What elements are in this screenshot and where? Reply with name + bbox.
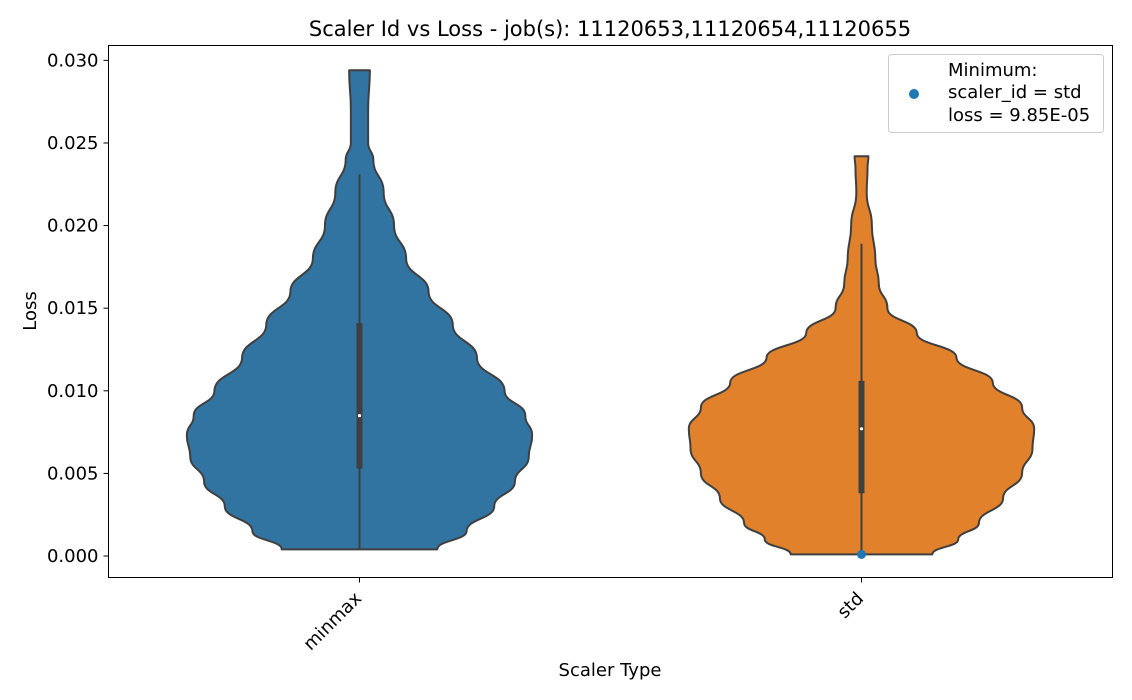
median-dot-std bbox=[859, 427, 864, 431]
iqr-box-minmax bbox=[356, 323, 363, 469]
plot-frame bbox=[108, 45, 1113, 578]
y-tick-label: 0.005 bbox=[47, 463, 99, 484]
y-tick-label: 0.025 bbox=[47, 133, 99, 154]
x-tick-label: minmax bbox=[299, 588, 366, 655]
chart-title: Scaler Id vs Loss - job(s): 11120653,111… bbox=[309, 17, 911, 41]
legend-marker bbox=[909, 89, 919, 99]
legend-line-loss: loss = 9.85E-05 bbox=[948, 105, 1090, 126]
y-tick-label: 0.015 bbox=[47, 298, 99, 319]
legend-heading: Minimum: bbox=[948, 60, 1037, 81]
x-axis: minmax std bbox=[299, 577, 868, 655]
x-tick-label: std bbox=[833, 588, 868, 623]
y-tick-label: 0.030 bbox=[47, 50, 99, 71]
y-tick-label: 0.000 bbox=[47, 546, 99, 567]
iqr-box-std bbox=[858, 380, 865, 494]
y-axis: 0.000 0.005 0.010 0.015 0.020 0.025 0.030 bbox=[47, 50, 109, 567]
legend-frame bbox=[888, 54, 1104, 133]
median-dot-minmax bbox=[357, 413, 362, 418]
minimum-marker-layer bbox=[857, 549, 866, 559]
boxes-layer bbox=[356, 174, 865, 555]
minimum-point bbox=[857, 549, 866, 559]
legend: Minimum: scaler_id = std loss = 9.85E-05 bbox=[888, 54, 1104, 133]
legend-line-scaler: scaler_id = std bbox=[948, 82, 1082, 103]
y-tick-label: 0.010 bbox=[47, 381, 99, 402]
y-axis-label: Loss bbox=[20, 291, 41, 330]
x-axis-label: Scaler Type bbox=[559, 660, 662, 681]
violins-layer bbox=[185, 69, 1036, 556]
y-tick-label: 0.020 bbox=[47, 216, 99, 237]
